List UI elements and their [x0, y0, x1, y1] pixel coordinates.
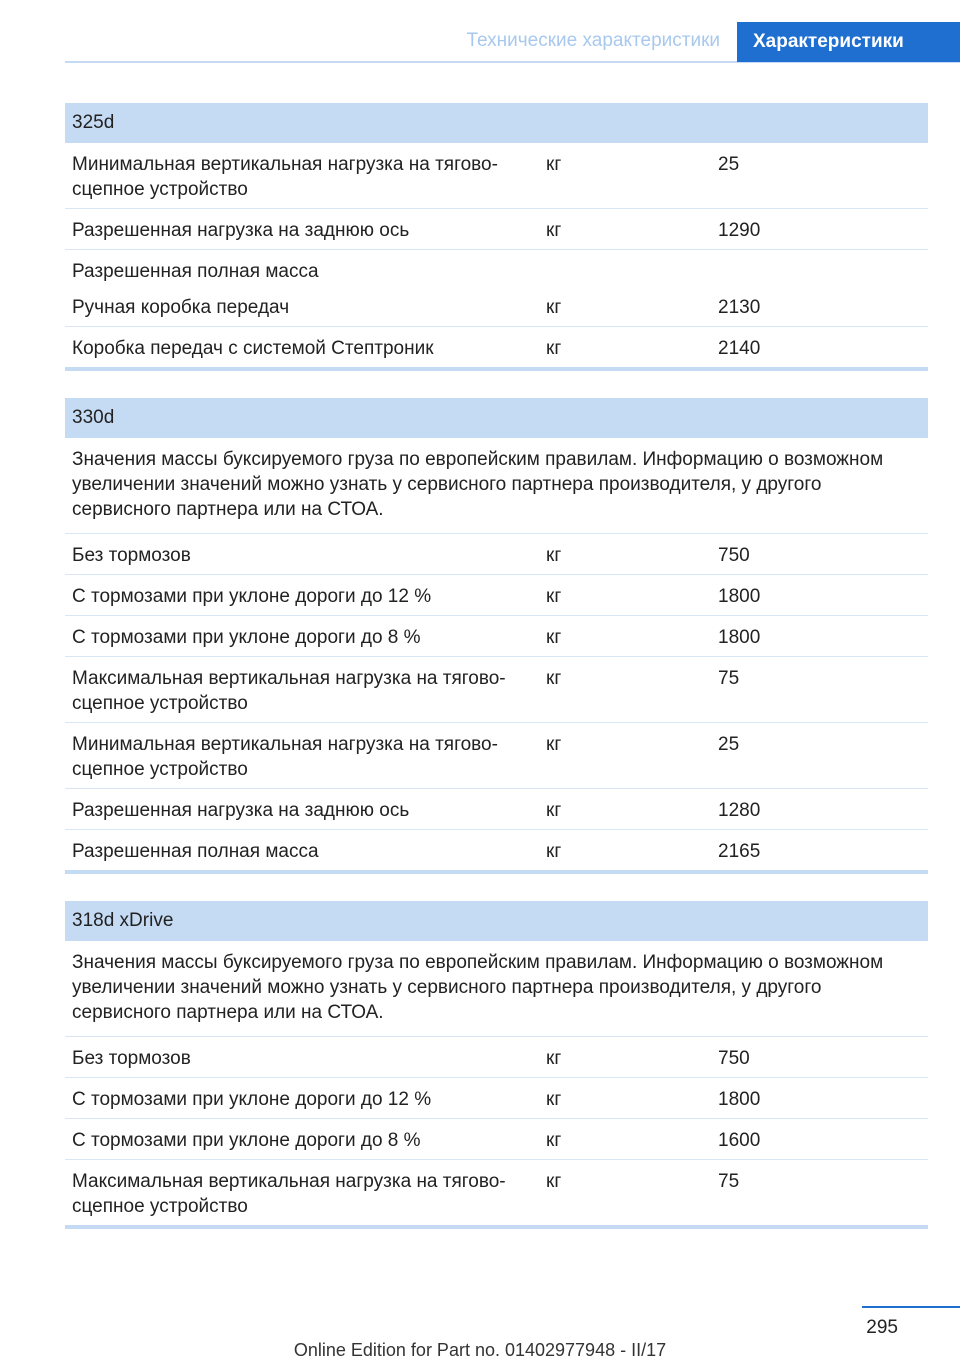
page-number: 295: [866, 1317, 898, 1338]
page-rule: [862, 1306, 960, 1308]
row-label: Без тормозов: [72, 1048, 191, 1069]
row-unit: кг: [546, 1048, 562, 1069]
row-unit: кг: [546, 1130, 562, 1151]
row-value: 750: [718, 1048, 750, 1069]
table-row: Максимальная вертикальная нагрузка на тя…: [65, 656, 928, 722]
table-title: 330d: [65, 398, 928, 438]
row-unit: кг: [546, 668, 562, 689]
row-unit: [546, 259, 718, 284]
table-row: Ручная коробка передач кг 2130: [65, 286, 928, 326]
row-unit: кг: [546, 297, 562, 318]
table-row: Минимальная вертикальная нагрузка на тяг…: [65, 143, 928, 208]
table-row: Минимальная вертикальная нагрузка на тяг…: [65, 722, 928, 788]
row-label: Разрешенная нагрузка на заднюю ось: [72, 220, 410, 241]
row-unit: кг: [546, 338, 562, 359]
tables: 325d Минимальная вертикальная нагрузка на…: [65, 103, 928, 1256]
row-label: С тормозами при уклоне дороги до 8 %: [72, 627, 421, 648]
row-label: С тормозами при уклоне дороги до 12 %: [72, 1089, 432, 1110]
row-unit: кг: [546, 220, 562, 241]
row-unit: кг: [546, 1089, 562, 1110]
row-unit: кг: [546, 800, 562, 821]
spec-table: 325d Минимальная вертикальная нагрузка на…: [65, 103, 928, 371]
row-unit: кг: [546, 734, 562, 755]
row-unit: кг: [546, 1171, 562, 1192]
row-label: Минимальная вертикальная нагрузка на тяг…: [72, 734, 498, 780]
row-value: 1290: [718, 220, 761, 241]
edition: Online Edition for Part no. 01402977948 …: [293, 1340, 667, 1360]
table-row: С тормозами при уклоне дороги до 8 % кг 18…: [65, 615, 928, 656]
row-label: Максимальная вертикальная нагрузка на тя…: [72, 1171, 506, 1217]
table-note: Значения массы буксируемого груза по евр…: [72, 952, 884, 1023]
row-label: Без тормозов: [72, 545, 191, 566]
row-value: 75: [718, 1171, 740, 1192]
table-row: С тормозами при уклоне дороги до 12 % кг 1…: [65, 574, 928, 615]
spec-table: 330d Значения массы буксируемого груза по…: [65, 398, 928, 874]
row-label: Минимальная вертикальная нагрузка на тяг…: [72, 154, 498, 200]
row-label: С тормозами при уклоне дороги до 8 %: [72, 1130, 421, 1151]
row-unit: кг: [546, 627, 562, 648]
row-value: 2130: [718, 297, 761, 318]
row-value: 2165: [718, 841, 761, 862]
row-value: 75: [718, 668, 740, 689]
table-row: Разрешенная нагрузка на заднюю ось кг 1290: [65, 208, 928, 249]
row-value: 750: [718, 545, 750, 566]
row-unit: кг: [546, 545, 562, 566]
row-label: Разрешенная нагрузка на заднюю ось: [72, 800, 410, 821]
table-note: Значения массы буксируемого груза по евр…: [72, 449, 884, 520]
table-row: Без тормозов кг 750: [65, 533, 928, 574]
row-value: 1800: [718, 1089, 761, 1110]
row-value: 1600: [718, 1130, 761, 1151]
row-value: 1280: [718, 800, 761, 821]
row-value: 1800: [718, 586, 761, 607]
row-label: Коробка передач с системой Стептроник: [72, 338, 434, 359]
row-value: 25: [718, 734, 740, 755]
row-unit: кг: [546, 154, 562, 175]
spec-table: 318d xDrive Значения массы буксируемого г…: [65, 901, 928, 1229]
section-link[interactable]: Технические характеристики: [466, 30, 720, 51]
table-row: С тормозами при уклоне дороги до 12 % кг 1…: [65, 1077, 928, 1118]
row-label: Максимальная вертикальная нагрузка на тя…: [72, 668, 506, 714]
table-row: Разрешенная полная масса: [65, 249, 928, 286]
row-value: 1800: [718, 627, 761, 648]
table-row: Без тормозов кг 750: [65, 1036, 928, 1077]
header-rule: [65, 61, 960, 63]
row-label: С тормозами при уклоне дороги до 12 %: [72, 586, 432, 607]
table-row: Разрешенная нагрузка на заднюю ось кг 1280: [65, 788, 928, 829]
table-row: Коробка передач с системой Стептроник кг 2…: [65, 326, 928, 367]
chapter-tab[interactable]: Характеристики: [737, 22, 960, 62]
row-unit: кг: [546, 841, 562, 862]
row-label: Разрешенная полная масса: [72, 841, 319, 862]
row-value: 2140: [718, 338, 761, 359]
table-row: С тормозами при уклоне дороги до 8 % кг 16…: [65, 1118, 928, 1159]
row-label: Разрешенная полная масса: [72, 261, 319, 282]
table-title: 325d: [65, 103, 928, 143]
row-unit: кг: [546, 586, 562, 607]
row-value: 25: [718, 154, 740, 175]
row-label: Ручная коробка передач: [72, 297, 290, 318]
table-row: Максимальная вертикальная нагрузка на тя…: [65, 1159, 928, 1225]
table-row: Разрешенная полная масса кг 2165: [65, 829, 928, 870]
row-value: [718, 259, 928, 284]
table-title: 318d xDrive: [65, 901, 928, 941]
